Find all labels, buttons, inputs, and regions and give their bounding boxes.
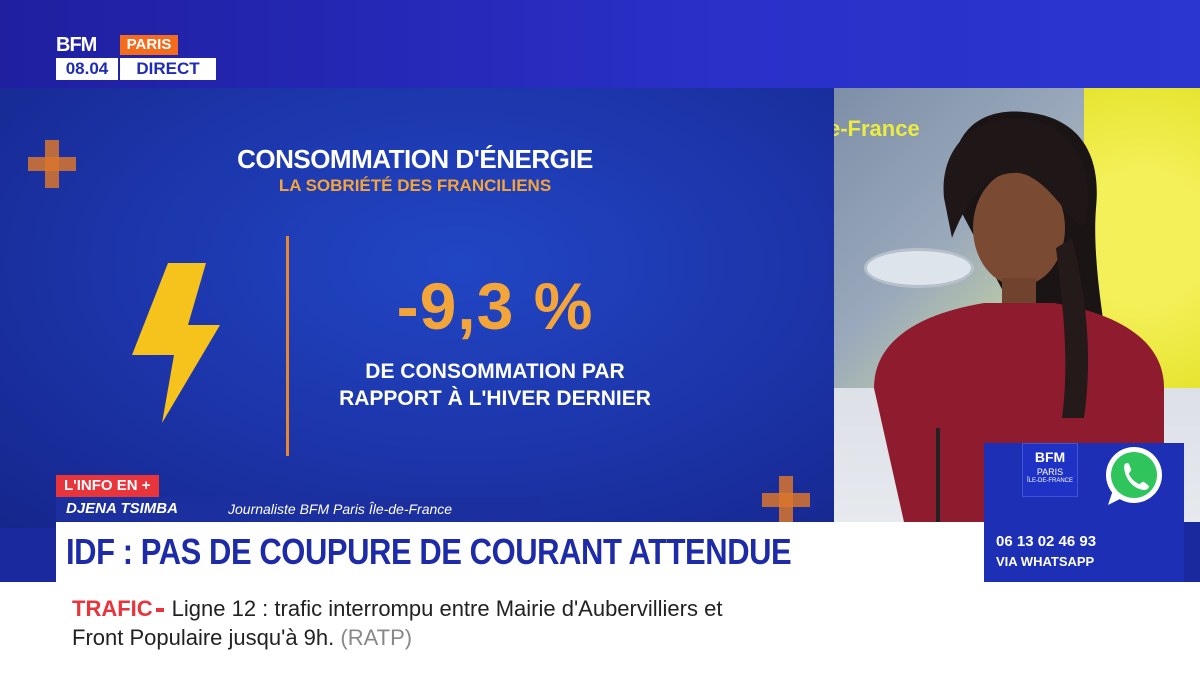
presenter-name-bar: DJENA TSIMBA Journaliste BFM Paris Île-d… — [56, 497, 542, 521]
key-figure: -9,3 % — [396, 269, 594, 343]
infographic-title: CONSOMMATION D'ÉNERGIE — [237, 144, 593, 174]
plus-decoration-icon — [762, 476, 810, 524]
lightning-bolt-icon — [132, 263, 220, 423]
backdrop-screen-text: e-France — [834, 116, 920, 141]
bfm-paris-mini-logo: BFM PARIS ÎLE-DE-FRANCE — [1022, 443, 1078, 497]
ticker-source: (RATP) — [340, 625, 413, 650]
channel-header-band: BFM PARIS 08.04 DIRECT — [0, 0, 1200, 88]
plus-decoration-icon — [28, 140, 76, 188]
contact-box: BFM PARIS ÎLE-DE-FRANCE 06 13 02 46 93 V… — [984, 443, 1184, 582]
studio-video-feed: e-France — [834, 88, 1200, 522]
ticker-line-2: Front Populaire jusqu'à 9h. — [72, 625, 335, 650]
channel-logo: BFM PARIS 08.04 DIRECT — [56, 34, 216, 82]
whatsapp-icon — [1106, 447, 1162, 505]
backdrop-stadium — [864, 248, 974, 288]
mini-logo-brand: BFM — [1034, 449, 1066, 465]
whatsapp-label: VIA WHATSAPP — [996, 554, 1095, 569]
presenter-name: DJENA TSIMBA — [66, 500, 178, 517]
mini-logo-city: PARIS — [1036, 467, 1064, 477]
infographic-subtitle: LA SOBRIÉTÉ DES FRANCILIENS — [278, 176, 552, 195]
ticker-line-1: Ligne 12 : trafic interrompu entre Mairi… — [171, 596, 723, 621]
brand-label: BFM — [56, 34, 97, 56]
city-label: PARIS — [120, 35, 178, 55]
key-figure-description: DE CONSOMMATION PAR RAPPORT À L'HIVER DE… — [300, 358, 690, 412]
mini-logo-region: ÎLE-DE-FRANCE — [1026, 478, 1073, 484]
news-ticker: TRAFIC Ligne 12 : trafic interrompu entre… — [0, 582, 1200, 675]
ticker-category: TRAFIC — [72, 596, 153, 621]
ticker-content: TRAFIC Ligne 12 : trafic interrompu entre… — [72, 594, 1152, 652]
headline-bar: IDF : PAS DE COUPURE DE COURANT ATTENDUE — [56, 522, 984, 582]
whatsapp-phone-number: 06 13 02 46 93 — [996, 533, 1097, 550]
ticker-separator — [155, 608, 164, 613]
clock-label: 08.04 — [56, 58, 118, 80]
infographic-panel: CONSOMMATION D'ÉNERGIE LA SOBRIÉTÉ DES F… — [0, 88, 834, 528]
vertical-divider — [286, 236, 289, 456]
description-line-1: DE CONSOMMATION PAR — [365, 360, 625, 383]
live-label: DIRECT — [120, 58, 216, 80]
headline-text: IDF : PAS DE COUPURE DE COURANT ATTENDUE — [66, 531, 792, 572]
info-plus-tag: L'INFO EN + — [56, 475, 159, 497]
description-line-2: RAPPORT À L'HIVER DERNIER — [339, 387, 651, 410]
presenter-role: Journaliste BFM Paris Île-de-France — [228, 501, 453, 517]
